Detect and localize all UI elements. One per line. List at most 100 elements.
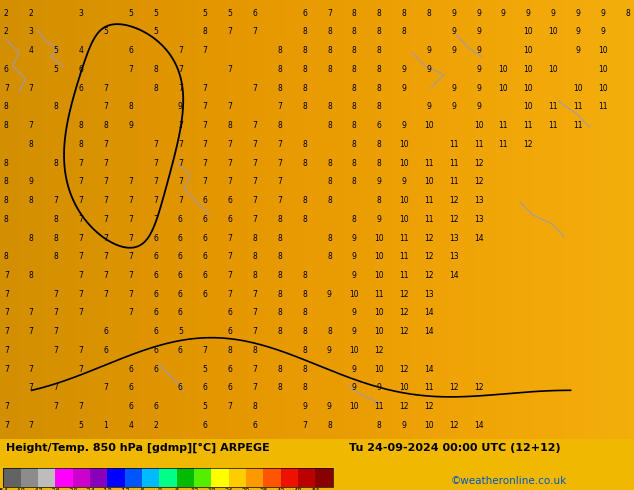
Text: 6: 6 xyxy=(228,215,233,224)
Text: 6: 6 xyxy=(203,234,207,243)
Text: 10: 10 xyxy=(598,65,607,74)
Text: 7: 7 xyxy=(4,421,9,430)
Text: 5: 5 xyxy=(203,402,207,411)
Text: 7: 7 xyxy=(103,215,108,224)
Text: 7: 7 xyxy=(128,271,133,280)
Text: 7: 7 xyxy=(153,215,158,224)
Text: 5: 5 xyxy=(79,421,83,430)
Text: 7: 7 xyxy=(252,140,257,149)
Text: 9: 9 xyxy=(451,84,456,93)
Text: 7: 7 xyxy=(54,402,58,411)
Text: 8: 8 xyxy=(277,309,282,318)
Text: 8: 8 xyxy=(377,9,382,18)
Text: 8: 8 xyxy=(352,65,357,74)
Text: -42: -42 xyxy=(32,489,43,490)
Text: 7: 7 xyxy=(79,346,83,355)
Text: 8: 8 xyxy=(153,84,158,93)
Text: 2: 2 xyxy=(153,421,158,430)
Text: 11: 11 xyxy=(598,102,607,111)
Text: 7: 7 xyxy=(178,46,183,55)
Text: 6: 6 xyxy=(178,215,183,224)
Text: 9: 9 xyxy=(451,102,456,111)
Text: 8: 8 xyxy=(4,177,9,186)
Text: 6: 6 xyxy=(128,383,133,392)
Text: -36: -36 xyxy=(50,489,61,490)
Text: 7: 7 xyxy=(79,290,83,299)
Text: 7: 7 xyxy=(54,346,58,355)
Text: 9: 9 xyxy=(352,365,357,374)
Text: 7: 7 xyxy=(252,309,257,318)
Text: 4: 4 xyxy=(128,421,133,430)
Text: 9: 9 xyxy=(377,215,382,224)
Text: 8: 8 xyxy=(277,46,282,55)
Text: 8: 8 xyxy=(377,196,382,205)
Text: 9: 9 xyxy=(451,27,456,36)
Text: 8: 8 xyxy=(29,234,34,243)
Text: 7: 7 xyxy=(79,196,83,205)
Text: 7: 7 xyxy=(103,234,108,243)
Text: 7: 7 xyxy=(252,383,257,392)
Text: 8: 8 xyxy=(252,252,257,261)
Text: 8: 8 xyxy=(302,309,307,318)
Text: 8: 8 xyxy=(277,84,282,93)
Text: 7: 7 xyxy=(178,84,183,93)
Text: 8: 8 xyxy=(352,121,357,130)
Bar xyxy=(194,468,211,487)
Text: 7: 7 xyxy=(29,383,34,392)
Text: 9: 9 xyxy=(600,27,605,36)
Text: 6: 6 xyxy=(178,346,183,355)
Bar xyxy=(72,468,90,487)
Text: 7: 7 xyxy=(128,177,133,186)
Text: 8: 8 xyxy=(277,365,282,374)
Text: 12: 12 xyxy=(449,421,458,430)
Text: 10: 10 xyxy=(524,102,533,111)
Text: 9: 9 xyxy=(401,421,406,430)
Text: 2: 2 xyxy=(29,9,34,18)
Text: 6: 6 xyxy=(178,271,183,280)
Text: 7: 7 xyxy=(29,121,34,130)
Text: 9: 9 xyxy=(476,65,481,74)
Text: 8: 8 xyxy=(327,196,332,205)
Text: 8: 8 xyxy=(54,215,58,224)
Text: 6: 6 xyxy=(203,252,207,261)
Text: 11: 11 xyxy=(449,177,458,186)
Text: 10: 10 xyxy=(424,121,434,130)
Text: 6: 6 xyxy=(203,383,207,392)
Text: 7: 7 xyxy=(178,121,183,130)
Text: 12: 12 xyxy=(524,140,533,149)
Text: -18: -18 xyxy=(102,489,113,490)
Text: 7: 7 xyxy=(228,402,233,411)
Text: 10: 10 xyxy=(374,327,384,336)
Text: 9: 9 xyxy=(327,346,332,355)
Text: 7: 7 xyxy=(228,252,233,261)
Text: 7: 7 xyxy=(79,271,83,280)
Text: 6: 6 xyxy=(228,383,233,392)
Text: 8: 8 xyxy=(302,215,307,224)
Text: 7: 7 xyxy=(228,27,233,36)
Text: 12: 12 xyxy=(474,159,483,168)
Text: 8: 8 xyxy=(4,102,9,111)
Bar xyxy=(90,468,107,487)
Text: 10: 10 xyxy=(524,65,533,74)
Text: 10: 10 xyxy=(374,234,384,243)
Text: 7: 7 xyxy=(54,309,58,318)
Text: 11: 11 xyxy=(424,383,434,392)
Text: 11: 11 xyxy=(399,271,409,280)
Text: 9: 9 xyxy=(29,177,34,186)
Text: 8: 8 xyxy=(277,383,282,392)
Text: 6: 6 xyxy=(178,252,183,261)
Text: 8: 8 xyxy=(29,196,34,205)
Bar xyxy=(107,468,125,487)
Bar xyxy=(177,468,194,487)
Text: 7: 7 xyxy=(4,346,9,355)
Text: 6: 6 xyxy=(153,365,158,374)
Text: 8: 8 xyxy=(302,327,307,336)
Text: 11: 11 xyxy=(375,402,384,411)
Text: 8: 8 xyxy=(128,102,133,111)
Text: 8: 8 xyxy=(377,46,382,55)
Text: 10: 10 xyxy=(548,27,558,36)
Text: 10: 10 xyxy=(399,383,409,392)
Text: 7: 7 xyxy=(252,121,257,130)
Text: 9: 9 xyxy=(476,46,481,55)
Text: 6: 6 xyxy=(178,234,183,243)
